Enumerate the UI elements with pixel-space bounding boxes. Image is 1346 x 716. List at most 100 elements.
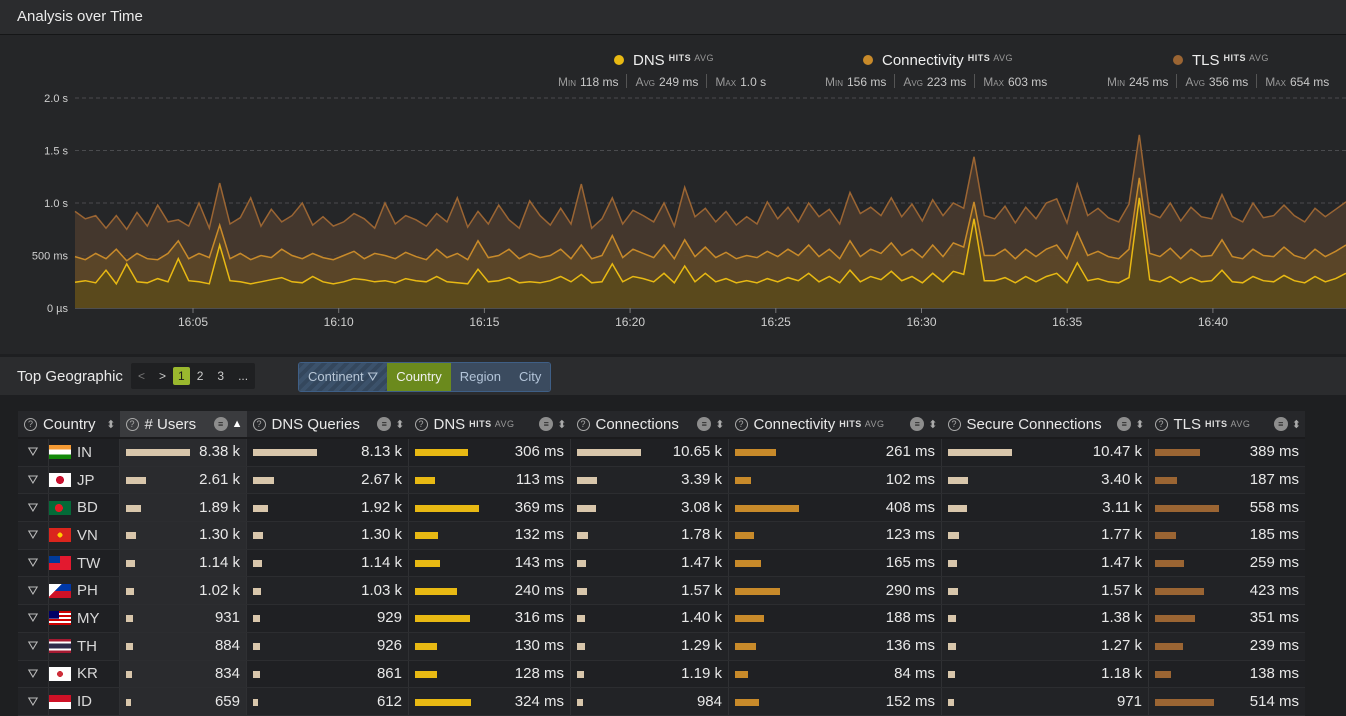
- col-connectivity-label: Connectivity: [753, 415, 836, 433]
- secure-connections-value: 971: [1116, 692, 1142, 710]
- table-row[interactable]: ⛛ JP 2.61 k 2.67 k 113 ms 3.39 k 102 ms 3.40 k 1…: [18, 466, 1305, 495]
- dns-cell: 130 ms: [408, 632, 571, 661]
- time-series-chart[interactable]: 2.0 s 1.5 s 1.0 s 500 ms 0 µs 16:05 16:10 16:15…: [0, 40, 1346, 340]
- country-code: ID: [77, 693, 92, 711]
- flag-icon: [49, 445, 71, 460]
- sort-icon[interactable]: ⬍: [715, 418, 725, 431]
- table-row[interactable]: ⛛ VN 1.30 k 1.30 k 132 ms 1.78 k 123 ms 1.77 k 1…: [18, 521, 1305, 550]
- more-pages-button[interactable]: ...: [238, 369, 249, 383]
- col-dns-queries[interactable]: ? DNS Queries ≡ ⬍: [246, 411, 409, 439]
- help-icon[interactable]: ?: [125, 417, 139, 431]
- dns-queries-bar: [253, 532, 263, 540]
- y-tick-label: 1.0 s: [44, 198, 68, 210]
- dns-queries-value: 861: [376, 664, 402, 682]
- col-connectivity[interactable]: ? Connectivity HITS AVG ≡ ⬍: [728, 411, 942, 439]
- analysis-title: Analysis over Time: [17, 8, 143, 25]
- page-1-button[interactable]: 1: [173, 367, 190, 385]
- column-menu-icon[interactable]: ≡: [697, 417, 712, 431]
- secure-connections-cell: 10.47 k: [941, 438, 1149, 467]
- connections-bar: [577, 698, 583, 706]
- col-connections[interactable]: ? Connections ≡ ⬍: [570, 411, 729, 439]
- segment-city[interactable]: City: [509, 363, 551, 391]
- table-row[interactable]: ⛛ TW 1.14 k 1.14 k 143 ms 1.47 k 165 ms 1.47 k 2…: [18, 549, 1305, 578]
- column-menu-icon[interactable]: ≡: [1273, 417, 1288, 431]
- col-secure-connections[interactable]: ? Secure Connections ≡ ⬍: [941, 411, 1149, 439]
- line-tls: [74, 134, 1346, 231]
- segment-region[interactable]: Region: [450, 363, 510, 391]
- column-menu-icon[interactable]: ≡: [377, 417, 392, 431]
- connections-cell: 1.29 k: [570, 632, 729, 661]
- help-icon[interactable]: ?: [414, 417, 428, 431]
- x-tick-label: 16:35: [1052, 315, 1082, 329]
- dns-cell: 306 ms: [408, 438, 571, 467]
- country-cell: VN: [48, 521, 120, 550]
- column-menu-icon[interactable]: ≡: [1117, 417, 1132, 431]
- col-tls[interactable]: ? TLS HITS AVG ≡ ⬍: [1148, 411, 1305, 439]
- row-filter-icon[interactable]: ⛛: [18, 687, 49, 716]
- sort-icon[interactable]: ⬍: [557, 418, 567, 431]
- next-page-button[interactable]: >: [159, 369, 167, 383]
- help-icon[interactable]: ?: [734, 417, 748, 431]
- table-row[interactable]: ⛛ PH 1.02 k 1.03 k 240 ms 1.57 k 290 ms 1.57 k 4…: [18, 576, 1305, 606]
- col-dns[interactable]: ? DNS HITS AVG ≡ ⬍: [408, 411, 571, 439]
- connections-bar: [577, 615, 585, 623]
- table-row[interactable]: ⛛ ID 659 612 324 ms 984 152 ms 971 514 ms: [18, 687, 1305, 716]
- dns-value: 143 ms: [514, 554, 564, 572]
- connections-cell: 1.40 k: [570, 604, 729, 633]
- tls-min: 245 ms: [1129, 75, 1169, 89]
- sort-icon[interactable]: ⬍: [1135, 418, 1145, 431]
- row-filter-icon[interactable]: ⛛: [18, 466, 49, 495]
- connectivity-bar: [735, 560, 761, 568]
- tls-bar: [1155, 532, 1176, 540]
- help-icon[interactable]: ?: [576, 417, 590, 431]
- help-icon[interactable]: ?: [1154, 417, 1168, 431]
- tls-value: 423 ms: [1249, 581, 1299, 599]
- table-row[interactable]: ⛛ MY 931 929 316 ms 1.40 k 188 ms 1.38 k 351 ms: [18, 604, 1305, 633]
- row-filter-icon[interactable]: ⛛: [18, 438, 49, 467]
- row-filter-icon[interactable]: ⛛: [18, 521, 49, 550]
- connectivity-value: 123 ms: [885, 526, 935, 544]
- tls-max: 654 ms: [1289, 75, 1330, 89]
- users-cell: 8.38 k: [119, 438, 247, 467]
- dns-queries-value: 1.03 k: [361, 581, 402, 599]
- column-menu-icon[interactable]: ≡: [910, 417, 925, 431]
- table-row[interactable]: ⛛ TH 884 926 130 ms 1.29 k 136 ms 1.27 k 239 ms: [18, 632, 1305, 661]
- country-cell: JP: [48, 466, 120, 495]
- segment-continent[interactable]: Continent ⛛: [299, 363, 388, 391]
- row-filter-icon[interactable]: ⛛: [18, 549, 49, 578]
- connectivity-bar: [735, 532, 754, 540]
- page-2-button[interactable]: 2: [196, 369, 204, 383]
- column-menu-icon[interactable]: ≡: [213, 417, 228, 431]
- row-filter-icon[interactable]: ⛛: [18, 604, 49, 633]
- help-icon[interactable]: ?: [252, 417, 266, 431]
- col-country[interactable]: ? Country ⬍: [18, 411, 120, 439]
- row-filter-icon[interactable]: ⛛: [18, 660, 49, 689]
- column-menu-icon[interactable]: ≡: [539, 417, 554, 431]
- row-filter-icon[interactable]: ⛛: [18, 493, 49, 523]
- page-3-button[interactable]: 3: [217, 369, 225, 383]
- connectivity-cell: 136 ms: [728, 632, 942, 661]
- sort-icon[interactable]: ⬍: [1291, 418, 1301, 431]
- help-icon[interactable]: ?: [24, 417, 37, 431]
- stat-label: Min: [1107, 75, 1125, 89]
- dns-queries-bar: [253, 504, 268, 512]
- help-icon[interactable]: ?: [947, 417, 961, 431]
- secure-connections-bar: [948, 615, 956, 623]
- sort-icon[interactable]: ⬍: [106, 418, 116, 431]
- segment-country[interactable]: Country: [387, 363, 451, 391]
- sort-icon[interactable]: ⬍: [395, 418, 405, 431]
- table-row[interactable]: ⛛ KR 834 861 128 ms 1.19 k 84 ms 1.18 k 138 ms: [18, 660, 1305, 689]
- row-filter-icon[interactable]: ⛛: [18, 576, 49, 606]
- stat-label: Max: [715, 75, 737, 89]
- sort-icon[interactable]: ⬍: [928, 418, 938, 431]
- secure-connections-cell: 1.18 k: [941, 660, 1149, 689]
- col-users[interactable]: ? # Users ≡ ▲: [119, 411, 247, 439]
- dns-max: 1.0 s: [740, 75, 767, 89]
- table-row[interactable]: ⛛ BD 1.89 k 1.92 k 369 ms 3.08 k 408 ms 3.11 k 5…: [18, 493, 1305, 523]
- sort-asc-icon[interactable]: ▲: [231, 418, 243, 430]
- table-row[interactable]: ⛛ IN 8.38 k 8.13 k 306 ms 10.65 k 261 ms 10.47 …: [18, 438, 1305, 467]
- dns-value: 324 ms: [514, 692, 564, 710]
- prev-page-button[interactable]: <: [138, 369, 146, 383]
- connectivity-bar: [735, 504, 799, 512]
- row-filter-icon[interactable]: ⛛: [18, 632, 49, 661]
